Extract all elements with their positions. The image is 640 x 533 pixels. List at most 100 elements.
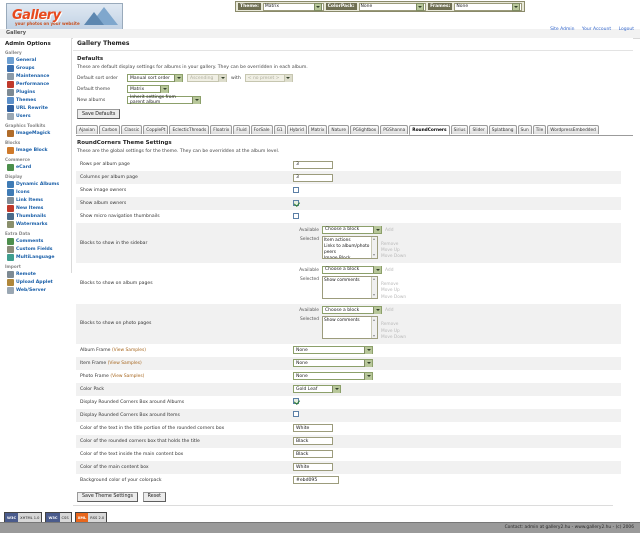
- sidebar-item-url-rewrite[interactable]: URL Rewrite: [4, 104, 71, 112]
- tab-wordpressembedded[interactable]: WordpressEmbedded: [547, 125, 599, 134]
- select-item-frame[interactable]: None: [293, 359, 373, 368]
- tab-matrix[interactable]: Matrix: [307, 125, 328, 134]
- input-color-of-the-main-content-box[interactable]: White: [293, 463, 333, 472]
- sidebar-item-comments[interactable]: Comments: [4, 237, 71, 245]
- input-background-color-of-your-colorpack[interactable]: #ebd095: [293, 476, 339, 485]
- tab-roundcorners[interactable]: RoundCorners: [409, 125, 450, 135]
- reset-button[interactable]: Reset: [142, 491, 167, 502]
- add-link[interactable]: Add: [385, 308, 394, 314]
- remove-link[interactable]: Remove: [381, 241, 399, 247]
- tab-splatbang[interactable]: Splatbang: [488, 125, 517, 134]
- tab-pgshanna[interactable]: PGShanna: [380, 125, 409, 134]
- tab-sirius[interactable]: Sirius: [450, 125, 469, 134]
- remove-link[interactable]: Remove: [381, 322, 399, 328]
- input-rows-per-album-page[interactable]: 3: [293, 160, 333, 169]
- tab-pglightbox[interactable]: PGlightbox: [349, 125, 380, 134]
- add-link[interactable]: Add: [385, 267, 394, 273]
- input-color-of-the-rounded-corners-box-that-holds-the-[interactable]: Black: [293, 437, 333, 446]
- sidebar-item-upload-applet[interactable]: Upload Applet: [4, 278, 71, 286]
- tab-slider[interactable]: Slider: [469, 125, 488, 134]
- your-account-link[interactable]: Your Account: [581, 27, 612, 32]
- list-item[interactable]: Show comments: [324, 277, 360, 283]
- checkbox-show-image-owners[interactable]: [293, 186, 299, 193]
- tab-tile[interactable]: Tile: [532, 125, 547, 134]
- list-item[interactable]: Image Block: [324, 256, 376, 257]
- list-item[interactable]: Links to album/photo peers: [324, 243, 370, 255]
- tab-copplept[interactable]: CopplePt: [143, 125, 169, 134]
- sidebar-item-image-block[interactable]: Image Block: [4, 146, 71, 154]
- logout-link[interactable]: Logout: [618, 27, 634, 32]
- sidebar-item-dynamic-albums[interactable]: Dynamic Albums: [4, 180, 71, 188]
- tab-ajaxian[interactable]: Ajaxian: [76, 125, 98, 134]
- checkbox-show-micro-navigation-thumbnails[interactable]: [293, 212, 299, 219]
- checkbox-display-rounded-corners-box-around-albums[interactable]: [293, 398, 299, 405]
- select-color-pack[interactable]: Gold Leaf: [293, 385, 341, 394]
- select-available-blocks-to-show-on-photo-pages[interactable]: Choose a block: [322, 306, 382, 315]
- sidebar-item-imagemagick[interactable]: ImageMagick: [4, 129, 71, 137]
- save-theme-settings-button[interactable]: Save Theme Settings: [77, 491, 139, 502]
- remove-link[interactable]: Remove: [381, 281, 399, 287]
- view-samples-link[interactable]: (View Samples): [111, 347, 146, 353]
- sidebar-item-web-server[interactable]: Web/Server: [4, 286, 71, 294]
- scrollbar[interactable]: [371, 276, 377, 298]
- sidebar-item-custom-fields[interactable]: Custom Fields: [4, 245, 71, 253]
- theme-selector-dropdown[interactable]: Matrix: [262, 2, 324, 11]
- select-available-blocks-to-show-in-the-sidebar[interactable]: Choose a block: [322, 225, 382, 234]
- list-item[interactable]: Show comments: [324, 318, 360, 324]
- new-albums-select[interactable]: Inherit settings from parent album: [127, 95, 201, 105]
- save-defaults-button[interactable]: Save Defaults: [77, 109, 121, 119]
- selected-blocks-list[interactable]: Show comments: [322, 275, 378, 299]
- move-down-link[interactable]: Move Down: [381, 254, 407, 260]
- default-sort-order-select[interactable]: Manual sort order: [127, 74, 183, 82]
- checkbox-display-rounded-corners-box-around-items[interactable]: [293, 411, 299, 418]
- sidebar-item-themes[interactable]: Themes: [4, 96, 71, 104]
- list-item[interactable]: Item actions: [324, 237, 351, 243]
- move-up-link[interactable]: Move Up: [381, 247, 400, 253]
- tab-eclecticthreads[interactable]: EclecticThreads: [169, 125, 210, 134]
- select-album-frame[interactable]: None: [293, 346, 373, 355]
- sidebar-item-users[interactable]: Users: [4, 112, 71, 120]
- move-down-link[interactable]: Move Down: [381, 294, 407, 300]
- sidebar-item-multilanguage[interactable]: MultiLanguage: [4, 253, 71, 261]
- view-samples-link[interactable]: (View Samples): [110, 373, 145, 379]
- scrollbar[interactable]: [371, 317, 377, 339]
- select-photo-frame[interactable]: None: [293, 372, 373, 381]
- default-theme-select[interactable]: Matrix: [127, 85, 169, 93]
- tab-hybrid[interactable]: Hybrid: [286, 125, 307, 134]
- view-samples-link[interactable]: (View Samples): [107, 360, 142, 366]
- input-columns-per-album-page[interactable]: 3: [293, 173, 333, 182]
- tab-fluid[interactable]: Fluid: [233, 125, 250, 134]
- sidebar-item-general[interactable]: General: [4, 56, 71, 64]
- move-up-link[interactable]: Move Up: [381, 328, 400, 334]
- sidebar-item-icons[interactable]: Icons: [4, 188, 71, 196]
- sidebar-item-watermarks[interactable]: Watermarks: [4, 220, 71, 228]
- sidebar-item-maintenance[interactable]: Maintenance: [4, 72, 71, 80]
- tab-sun[interactable]: Sun: [517, 125, 532, 134]
- move-up-link[interactable]: Move Up: [381, 288, 400, 294]
- scrollbar[interactable]: [371, 236, 377, 258]
- preset-select[interactable]: < no preset >: [244, 74, 293, 82]
- colorpack-selector-dropdown[interactable]: None: [358, 2, 427, 11]
- gallery-logo[interactable]: Gallery your photos on your website: [6, 3, 123, 30]
- sidebar-item-link-items[interactable]: Link Items: [4, 196, 71, 204]
- move-down-link[interactable]: Move Down: [381, 335, 407, 340]
- selected-blocks-list[interactable]: Show comments: [322, 316, 378, 340]
- sidebar-item-new-items[interactable]: New Items: [4, 204, 71, 212]
- select-available-blocks-to-show-on-album-pages[interactable]: Choose a block: [322, 265, 382, 274]
- add-link[interactable]: Add: [385, 227, 394, 233]
- sidebar-item-ecard[interactable]: eCard: [4, 163, 71, 171]
- input-color-of-the-text-in-the-title-portion-of-the-ro[interactable]: White: [293, 424, 333, 433]
- sidebar-item-plugins[interactable]: Plugins: [4, 88, 71, 96]
- sort-direction-select[interactable]: Ascending: [187, 74, 227, 82]
- sidebar-item-groups[interactable]: Groups: [4, 64, 71, 72]
- tab-g1[interactable]: G1: [273, 125, 286, 134]
- tab-forsale[interactable]: ForSale: [250, 125, 273, 134]
- tab-classic[interactable]: Classic: [121, 125, 143, 134]
- breadcrumb[interactable]: Gallery: [6, 30, 27, 36]
- sidebar-item-remote[interactable]: Remote: [4, 270, 71, 278]
- checkbox-show-album-owners[interactable]: [293, 199, 299, 206]
- tab-nature[interactable]: Nature: [328, 125, 349, 134]
- sidebar-item-thumbnails[interactable]: Thumbnails: [4, 212, 71, 220]
- frames-selector-dropdown[interactable]: None: [454, 2, 523, 11]
